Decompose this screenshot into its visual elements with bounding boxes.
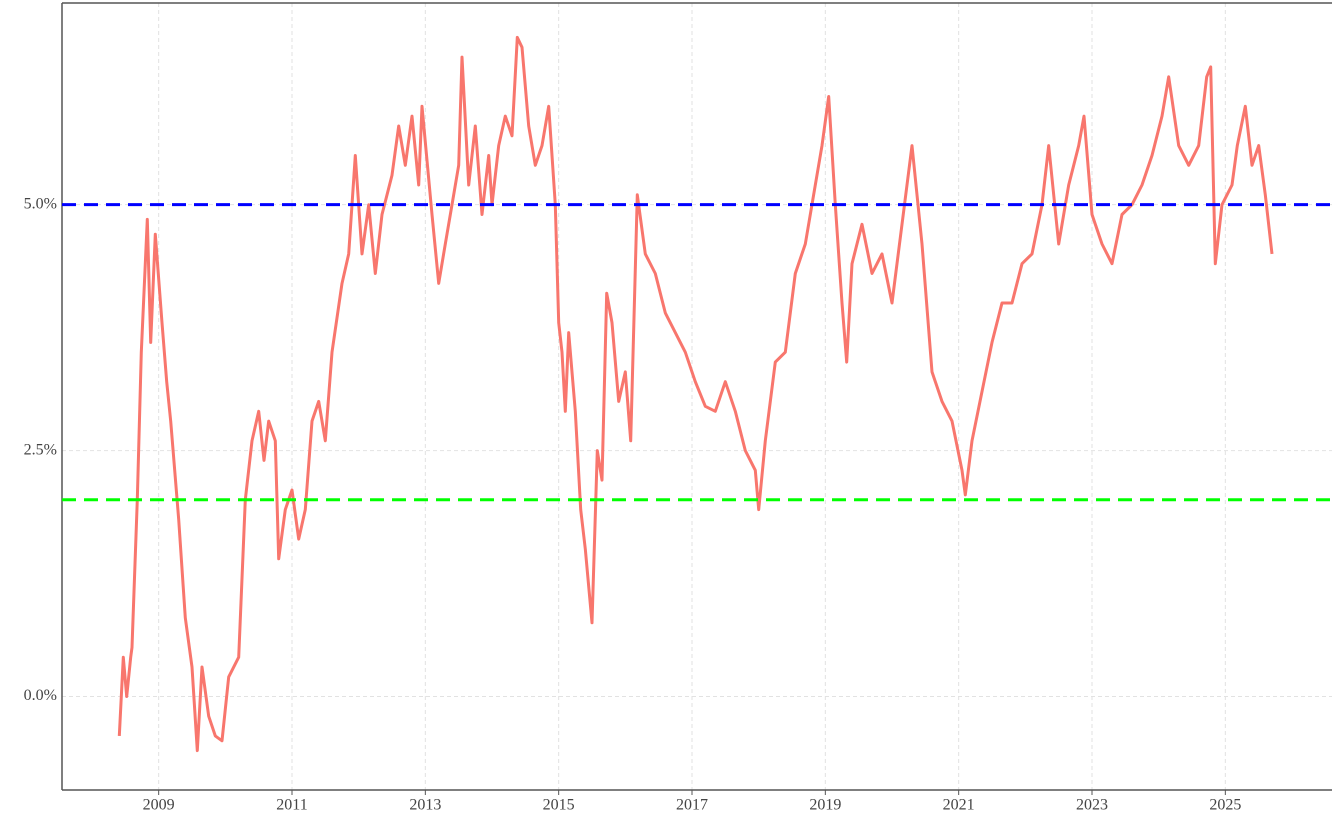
x-tick-label: 2025 — [1209, 797, 1241, 814]
x-tick-label: 2013 — [409, 797, 441, 814]
x-tick-label: 2021 — [943, 797, 975, 814]
x-tick-label: 2009 — [143, 797, 175, 814]
x-tick-label: 2011 — [276, 797, 307, 814]
x-tick-label: 2023 — [1076, 797, 1108, 814]
y-tick-label: 5.0% — [24, 195, 57, 212]
x-tick-label: 2015 — [543, 797, 575, 814]
y-tick-label: 0.0% — [24, 687, 57, 704]
data-line — [117, 35, 1274, 753]
y-tick-label: 2.5% — [24, 441, 57, 458]
x-tick-label: 2017 — [676, 797, 708, 814]
x-tick-label: 2019 — [809, 797, 841, 814]
